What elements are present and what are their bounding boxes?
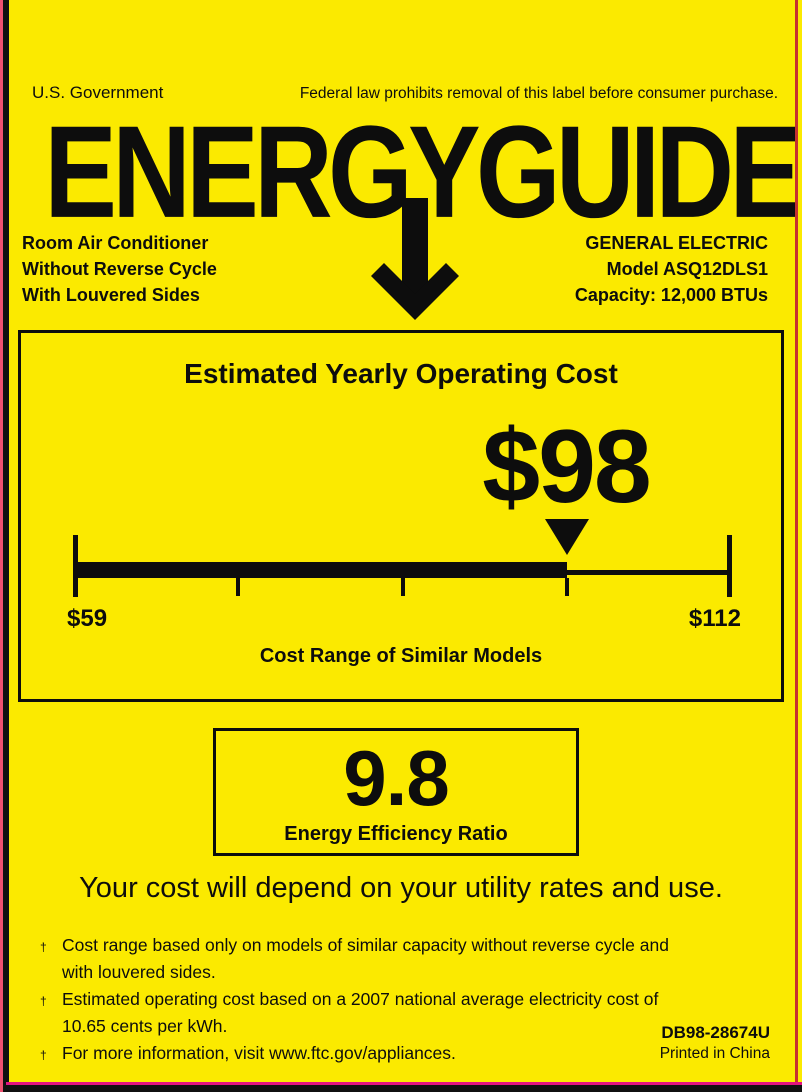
estimated-cost-value: $98 [482, 409, 652, 525]
product-description: Room Air Conditioner Without Reverse Cyc… [22, 230, 217, 308]
product-line: Without Reverse Cycle [22, 259, 217, 279]
footnote-line: with louvered sides. [62, 962, 216, 982]
down-arrow-icon [371, 198, 459, 320]
capacity: Capacity: 12,000 BTUs [574, 285, 768, 305]
scale-tick-max [727, 535, 732, 597]
cost-box-title: Estimated Yearly Operating Cost [184, 358, 618, 389]
footnote-cost-range: † Cost range based only on models of sim… [40, 932, 670, 986]
scale-min-label: $59 [67, 605, 108, 632]
cost-range-scale [73, 533, 732, 599]
scan-edge-pink [0, 0, 3, 1092]
scale-bar-remainder [566, 570, 732, 575]
footnote-text: Estimated operating cost based on a 2007… [62, 986, 658, 1040]
dagger-icon: † [40, 994, 47, 1008]
scale-tick-minor [565, 578, 570, 596]
us-government-text: U.S. Government [32, 83, 164, 102]
scale-tick-minor [235, 578, 240, 596]
cost-pointer-triangle [544, 519, 589, 555]
scale-tick-minor [400, 578, 405, 596]
scale-max-label: $112 [688, 605, 741, 632]
eer-label: Energy Efficiency Ratio [284, 823, 508, 845]
part-number: DB98-28674U [661, 1023, 770, 1042]
scan-edge-magenta [6, 1082, 802, 1085]
dagger-icon: † [40, 940, 47, 954]
footnote-text: Cost range based only on models of simil… [62, 932, 669, 986]
utility-rates-note: Your cost will depend on your utility ra… [79, 872, 723, 904]
footnotes: † Cost range based only on models of sim… [40, 932, 670, 1069]
footnote-more-info: † For more information, visit www.ftc.go… [40, 1040, 670, 1069]
printed-in-text: Printed in China [659, 1045, 770, 1062]
footnote-electricity-cost: † Estimated operating cost based on a 20… [40, 986, 670, 1040]
scale-bar-filled [73, 562, 567, 578]
label-footer: DB98-28674U Printed in China [660, 1022, 770, 1064]
federal-law-notice: Federal law prohibits removal of this la… [299, 85, 778, 102]
label-border-bottom [0, 1085, 802, 1092]
model-number: Model ASQ12DLS1 [606, 259, 768, 279]
cost-range-caption: Cost Range of Similar Models [259, 645, 543, 667]
footnote-text: For more information, visit www.ftc.gov/… [62, 1040, 456, 1067]
manufacturer-name: GENERAL ELECTRIC [585, 233, 768, 253]
operating-cost-box: Estimated Yearly Operating Cost $98 $59 … [18, 330, 784, 702]
footnote-line: For more information, visit www.ftc.gov/… [62, 1043, 456, 1063]
energy-efficiency-box: 9.8 Energy Efficiency Ratio [213, 728, 579, 856]
eer-value: 9.8 [343, 734, 449, 822]
label-border-left [3, 0, 9, 1092]
scan-edge-red [795, 0, 798, 1092]
footnote-line: Estimated operating cost based on a 2007… [62, 989, 659, 1009]
product-line: With Louvered Sides [22, 285, 200, 305]
dagger-icon: † [40, 1048, 47, 1062]
footnote-line: 10.65 cents per kWh. [62, 1016, 228, 1036]
manufacturer-info: GENERAL ELECTRIC Model ASQ12DLS1 Capacit… [575, 230, 768, 308]
product-line: Room Air Conditioner [22, 233, 209, 253]
footnote-line: Cost range based only on models of simil… [62, 935, 669, 955]
